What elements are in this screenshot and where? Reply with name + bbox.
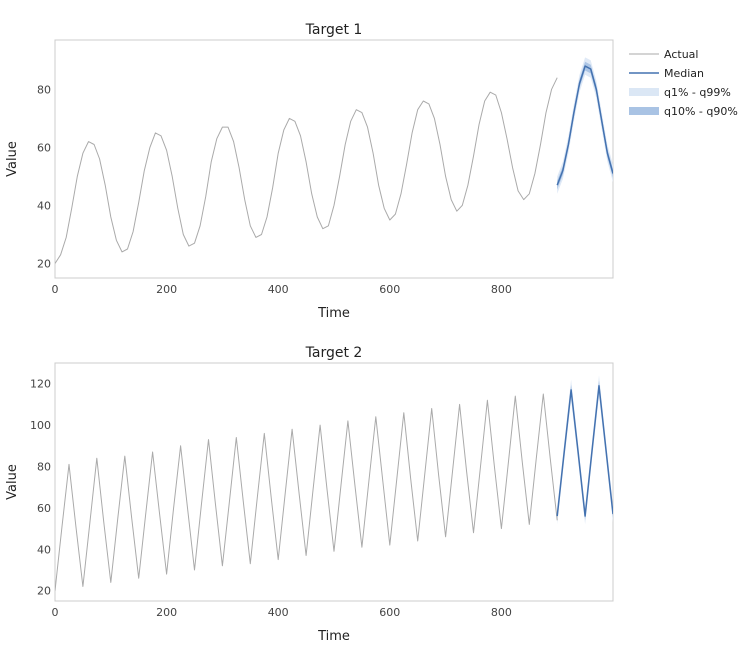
x-tick-label: 600 — [379, 283, 400, 296]
series-actual-line — [55, 77, 558, 264]
chart-panel-1: 0 200 400 600 800 20 40 60 80 Target 1 Time Value — [5, 22, 614, 321]
x-tick-label: 800 — [491, 283, 512, 296]
y-tick-label: 40 — [37, 199, 51, 212]
y-axis-title: Value — [5, 464, 20, 500]
series-median-line — [556, 385, 613, 517]
y-tick-label: 40 — [37, 543, 51, 556]
series-actual-line — [55, 393, 558, 591]
y-tick-label: 120 — [30, 378, 51, 391]
legend-label: Median — [664, 67, 704, 80]
x-axis-title: Time — [317, 629, 350, 644]
legend: Actual Median q1% - q99% q10% - q90% — [629, 48, 738, 118]
legend-swatch-band_inner — [629, 107, 659, 115]
y-tick-label: 20 — [37, 257, 51, 270]
x-axis-title: Time — [317, 306, 350, 321]
plot-content — [55, 57, 613, 264]
y-tick-label: 60 — [37, 141, 51, 154]
series-median-line — [556, 65, 613, 186]
chart-title: Target 1 — [305, 22, 363, 38]
x-tick-label: 400 — [268, 606, 289, 619]
x-tick-label: 800 — [491, 606, 512, 619]
chart-panel-2: 0 200 400 600 800 20 40 60 80 100 120 Target 2 Time V… — [5, 345, 614, 644]
chart-title: Target 2 — [305, 345, 363, 361]
plot-area-frame — [54, 39, 614, 279]
legend-label: Actual — [664, 48, 698, 61]
legend-label: q1% - q99% — [664, 86, 731, 99]
y-tick-label: 60 — [37, 502, 51, 515]
y-axis-title: Value — [5, 141, 20, 177]
y-tick-label: 20 — [37, 585, 51, 598]
legend-label: q10% - q90% — [664, 105, 738, 118]
x-tick-label: 0 — [52, 606, 59, 619]
x-tick-label: 200 — [156, 606, 177, 619]
plot-area-frame — [54, 362, 614, 602]
x-tick-label: 400 — [268, 283, 289, 296]
y-tick-label: 80 — [37, 83, 51, 96]
y-tick-label: 100 — [30, 419, 51, 432]
plot-content — [55, 375, 613, 591]
y-tick-label: 80 — [37, 460, 51, 473]
x-tick-label: 0 — [52, 283, 59, 296]
x-tick-label: 200 — [156, 283, 177, 296]
legend-swatch-band_outer — [629, 88, 659, 96]
x-tick-label: 600 — [379, 606, 400, 619]
